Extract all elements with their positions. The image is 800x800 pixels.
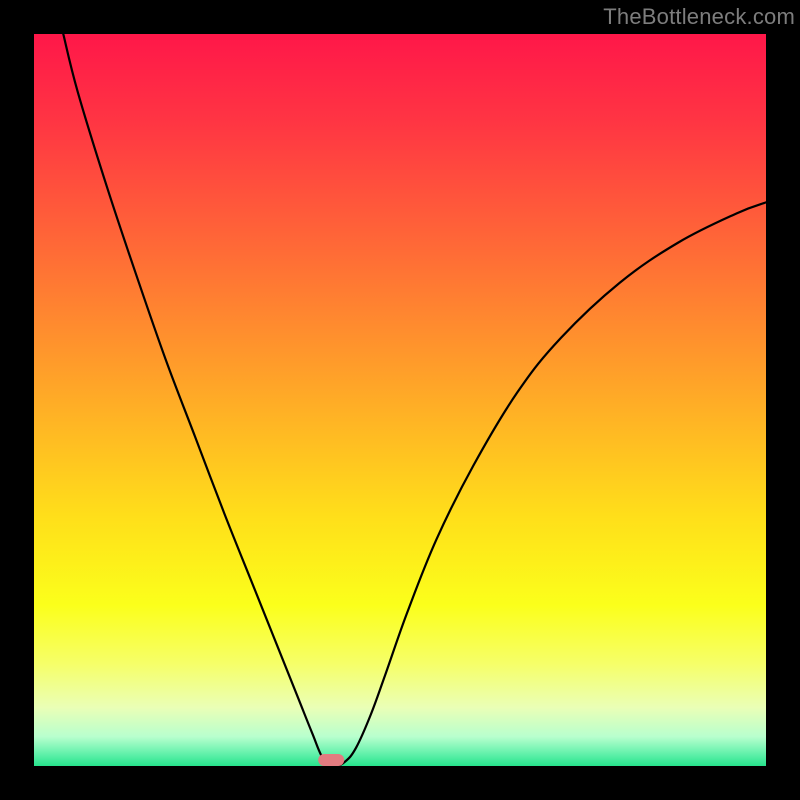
watermark-text: TheBottleneck.com [603, 4, 795, 30]
gradient-background [34, 34, 766, 766]
plot-svg [34, 34, 766, 766]
border-right [766, 0, 800, 800]
plot-area [34, 34, 766, 766]
optimal-marker [318, 754, 344, 766]
border-left [0, 0, 34, 800]
border-bottom [0, 766, 800, 800]
chart-container: TheBottleneck.com [0, 0, 800, 800]
